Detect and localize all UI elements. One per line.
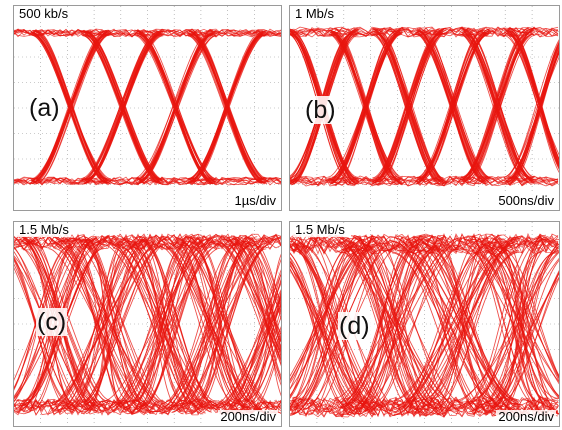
- eye-trace: [222, 305, 281, 406]
- eye-traces: [290, 232, 559, 418]
- bit-rate-label: 500 kb/s: [17, 6, 71, 21]
- eye-trace: [85, 30, 159, 181]
- eye-trace: [372, 33, 444, 179]
- panel-label: (d): [338, 312, 371, 340]
- level-trace: [290, 26, 559, 38]
- level-trace: [290, 26, 559, 38]
- bit-rate-label: 1.5 Mb/s: [293, 222, 347, 237]
- eye-diagram-panel-d: 1.5 Mb/s (d) 200ns/div: [289, 221, 560, 427]
- eye-trace: [84, 236, 154, 406]
- timebase-label: 1µs/div: [232, 193, 278, 208]
- eye-trace: [229, 290, 281, 407]
- timebase-label: 200ns/div: [496, 409, 556, 424]
- level-trace: [14, 176, 281, 186]
- eye-trace: [244, 333, 281, 402]
- eye-diagram-plot: [14, 222, 281, 426]
- level-trace: [14, 233, 281, 251]
- level-trace: [14, 176, 281, 186]
- level-trace: [14, 28, 281, 37]
- eye-trace: [454, 251, 559, 403]
- level-trace: [14, 28, 281, 38]
- eye-trace: [50, 239, 145, 407]
- eye-trace: [469, 251, 559, 403]
- level-trace: [290, 175, 559, 187]
- eye-trace: [139, 32, 213, 182]
- eye-trace: [140, 239, 212, 410]
- bit-rate-label: 1.5 Mb/s: [17, 222, 71, 237]
- eye-trace: [34, 29, 110, 184]
- level-trace: [290, 233, 559, 254]
- eye-trace: [133, 245, 186, 402]
- level-trace: [14, 233, 281, 251]
- eye-trace: [375, 32, 447, 183]
- timebase-label: 500ns/div: [496, 193, 556, 208]
- level-trace: [290, 175, 559, 187]
- eye-trace: [187, 30, 265, 180]
- level-trace: [290, 396, 559, 418]
- level-trace: [290, 234, 559, 255]
- eye-trace: [421, 236, 519, 408]
- eye-trace: [482, 271, 559, 407]
- eye-trace: [391, 251, 485, 409]
- panel-label: (c): [36, 308, 68, 336]
- eye-diagram-plot: [14, 6, 281, 210]
- level-trace: [290, 26, 559, 38]
- eye-diagram-plot: [290, 222, 559, 426]
- eye-trace: [233, 315, 281, 414]
- eye-traces: [14, 28, 281, 186]
- eye-trace: [425, 240, 508, 415]
- timebase-label: 200ns/div: [218, 409, 278, 424]
- eye-traces: [14, 233, 281, 416]
- eye-trace: [241, 296, 281, 403]
- eye-trace: [188, 34, 265, 184]
- eye-trace: [239, 239, 281, 316]
- eye-trace: [162, 241, 245, 408]
- eye-trace: [160, 244, 239, 405]
- eye-trace: [251, 334, 281, 404]
- level-trace: [14, 233, 281, 251]
- eye-trace: [499, 238, 547, 399]
- eye-trace: [239, 325, 281, 402]
- eye-trace: [497, 248, 559, 415]
- panel-label: (a): [28, 94, 61, 122]
- level-trace: [14, 28, 281, 38]
- eye-trace: [192, 31, 265, 183]
- level-trace: [290, 233, 559, 254]
- eye-trace: [463, 239, 545, 405]
- eye-trace: [85, 31, 160, 183]
- eye-diagram-panel-c: 1.5 Mb/s (c) 200ns/div: [13, 221, 282, 427]
- eye-diagram-panel-a: 500 kb/s (a) 1µs/div: [13, 5, 282, 211]
- eye-trace: [461, 31, 532, 180]
- panel-label: (b): [304, 96, 337, 124]
- eye-trace: [132, 246, 217, 402]
- level-trace: [14, 398, 281, 416]
- level-trace: [14, 28, 281, 38]
- eye-trace: [31, 33, 111, 180]
- level-trace: [290, 175, 559, 187]
- level-trace: [290, 397, 559, 418]
- eye-trace: [329, 29, 403, 179]
- level-trace: [290, 175, 559, 187]
- eye-trace: [86, 30, 164, 181]
- eye-trace: [159, 242, 268, 415]
- bit-rate-label: 1 Mb/s: [293, 6, 337, 21]
- eye-trace: [490, 270, 559, 405]
- level-trace: [290, 395, 559, 418]
- eye-trace: [366, 245, 462, 404]
- eye-trace: [330, 34, 398, 181]
- eye-trace: [331, 30, 398, 178]
- eye-trace: [248, 248, 281, 321]
- eye-trace: [497, 271, 559, 404]
- eye-trace: [117, 243, 207, 405]
- eye-diagram-panel-b: 1 Mb/s (b) 500ns/div: [289, 5, 560, 211]
- eye-trace: [214, 288, 281, 406]
- level-trace: [290, 233, 559, 255]
- level-trace: [290, 233, 559, 255]
- eye-trace: [64, 248, 130, 409]
- level-trace: [14, 28, 281, 38]
- level-trace: [290, 396, 559, 418]
- eye-trace: [246, 328, 281, 405]
